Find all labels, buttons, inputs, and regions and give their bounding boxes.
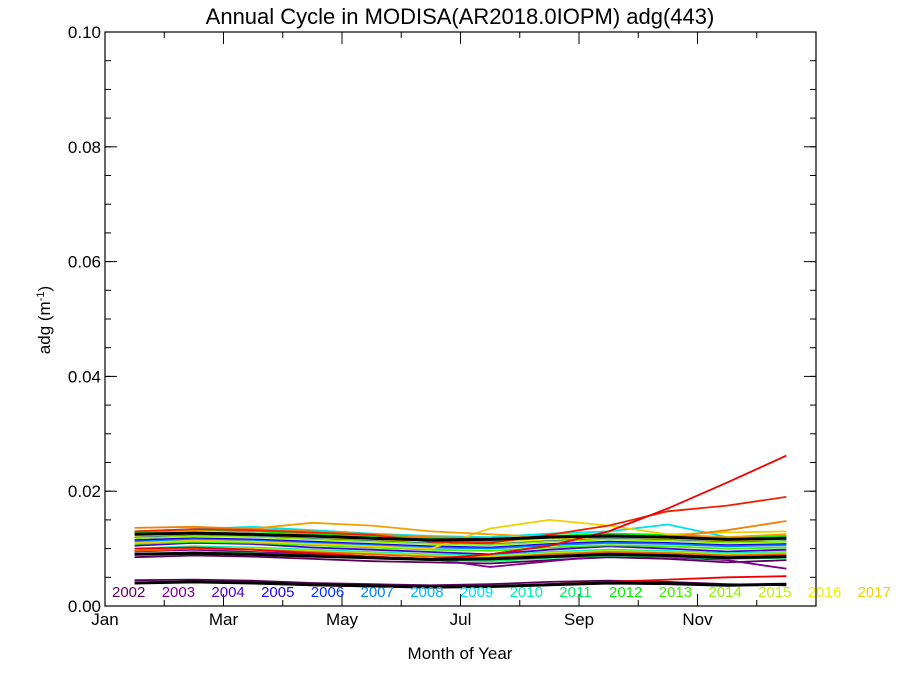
x-tick-label: Mar bbox=[209, 610, 239, 629]
legend-year-2011: 2011 bbox=[559, 584, 591, 601]
x-tick-label: Jul bbox=[450, 610, 472, 629]
series-line-3 bbox=[134, 542, 787, 556]
x-tick-label: May bbox=[326, 610, 359, 629]
x-axis-label: Month of Year bbox=[408, 644, 513, 663]
legend-year-2012: 2012 bbox=[609, 584, 642, 601]
y-tick-label: 0.02 bbox=[68, 482, 101, 501]
y-tick-label: 0.08 bbox=[68, 138, 101, 157]
y-axis-label: adg (m-1) bbox=[35, 286, 54, 354]
y-tick-label: 0.06 bbox=[68, 253, 101, 272]
series-line-5 bbox=[134, 533, 787, 545]
series-line-18 bbox=[134, 520, 787, 540]
y-tick-label: 0.00 bbox=[68, 597, 101, 616]
legend-year-2006: 2006 bbox=[311, 584, 344, 601]
legend-year-2005: 2005 bbox=[261, 584, 294, 601]
series-line-8 bbox=[134, 523, 787, 543]
series-line-1 bbox=[134, 578, 787, 587]
x-tick-labels: Jan Mar May Jul Sep Nov bbox=[91, 610, 713, 629]
plot-area bbox=[104, 31, 817, 607]
y-axis-label-close: ) bbox=[35, 286, 54, 292]
legend-year-2009: 2009 bbox=[460, 584, 493, 601]
series-line-25 bbox=[134, 580, 787, 589]
legend-year-2016: 2016 bbox=[808, 584, 841, 601]
series-line-20 bbox=[134, 496, 787, 544]
x-tick-label: Jan bbox=[91, 610, 118, 629]
legend-year-2007: 2007 bbox=[361, 584, 394, 601]
legend-year-2017: 2017 bbox=[858, 584, 891, 601]
chart-title: Annual Cycle in MODISA(AR2018.0IOPM) adg… bbox=[206, 4, 715, 29]
axis-ticks bbox=[104, 31, 817, 607]
legend-year-2008: 2008 bbox=[410, 584, 443, 601]
series-line-9 bbox=[134, 545, 787, 557]
series-line-24 bbox=[134, 551, 787, 561]
x-tick-label: Nov bbox=[682, 610, 713, 629]
legend-year-2015: 2015 bbox=[758, 584, 791, 601]
series-line-4 bbox=[134, 537, 787, 549]
legend-year-2013: 2013 bbox=[659, 584, 692, 601]
year-legend: 2002 2003 2004 2005 2006 2007 2008 2009 2010 2011… bbox=[112, 584, 891, 601]
series-line-23 bbox=[134, 531, 787, 542]
legend-year-2010: 2010 bbox=[510, 584, 543, 601]
series-line-13 bbox=[134, 535, 787, 547]
legend-year-2014: 2014 bbox=[708, 584, 741, 601]
y-axis-label-main: adg (m bbox=[35, 301, 54, 354]
y-axis-label-superscript: -1 bbox=[35, 291, 47, 301]
series-line-21 bbox=[134, 454, 787, 560]
series-line-6 bbox=[134, 538, 787, 550]
legend-year-2003: 2003 bbox=[162, 584, 195, 601]
y-tick-label: 0.04 bbox=[68, 367, 101, 386]
series-line-12 bbox=[134, 540, 787, 552]
plot-frame bbox=[104, 31, 817, 607]
y-tick-labels: 0.00 0.02 0.04 0.06 0.08 0.10 bbox=[68, 23, 101, 616]
legend-year-2004: 2004 bbox=[211, 584, 244, 601]
series-lines bbox=[134, 454, 787, 589]
y-tick-label: 0.10 bbox=[68, 23, 101, 42]
x-tick-label: Sep bbox=[564, 610, 594, 629]
legend-year-2002: 2002 bbox=[112, 584, 145, 601]
